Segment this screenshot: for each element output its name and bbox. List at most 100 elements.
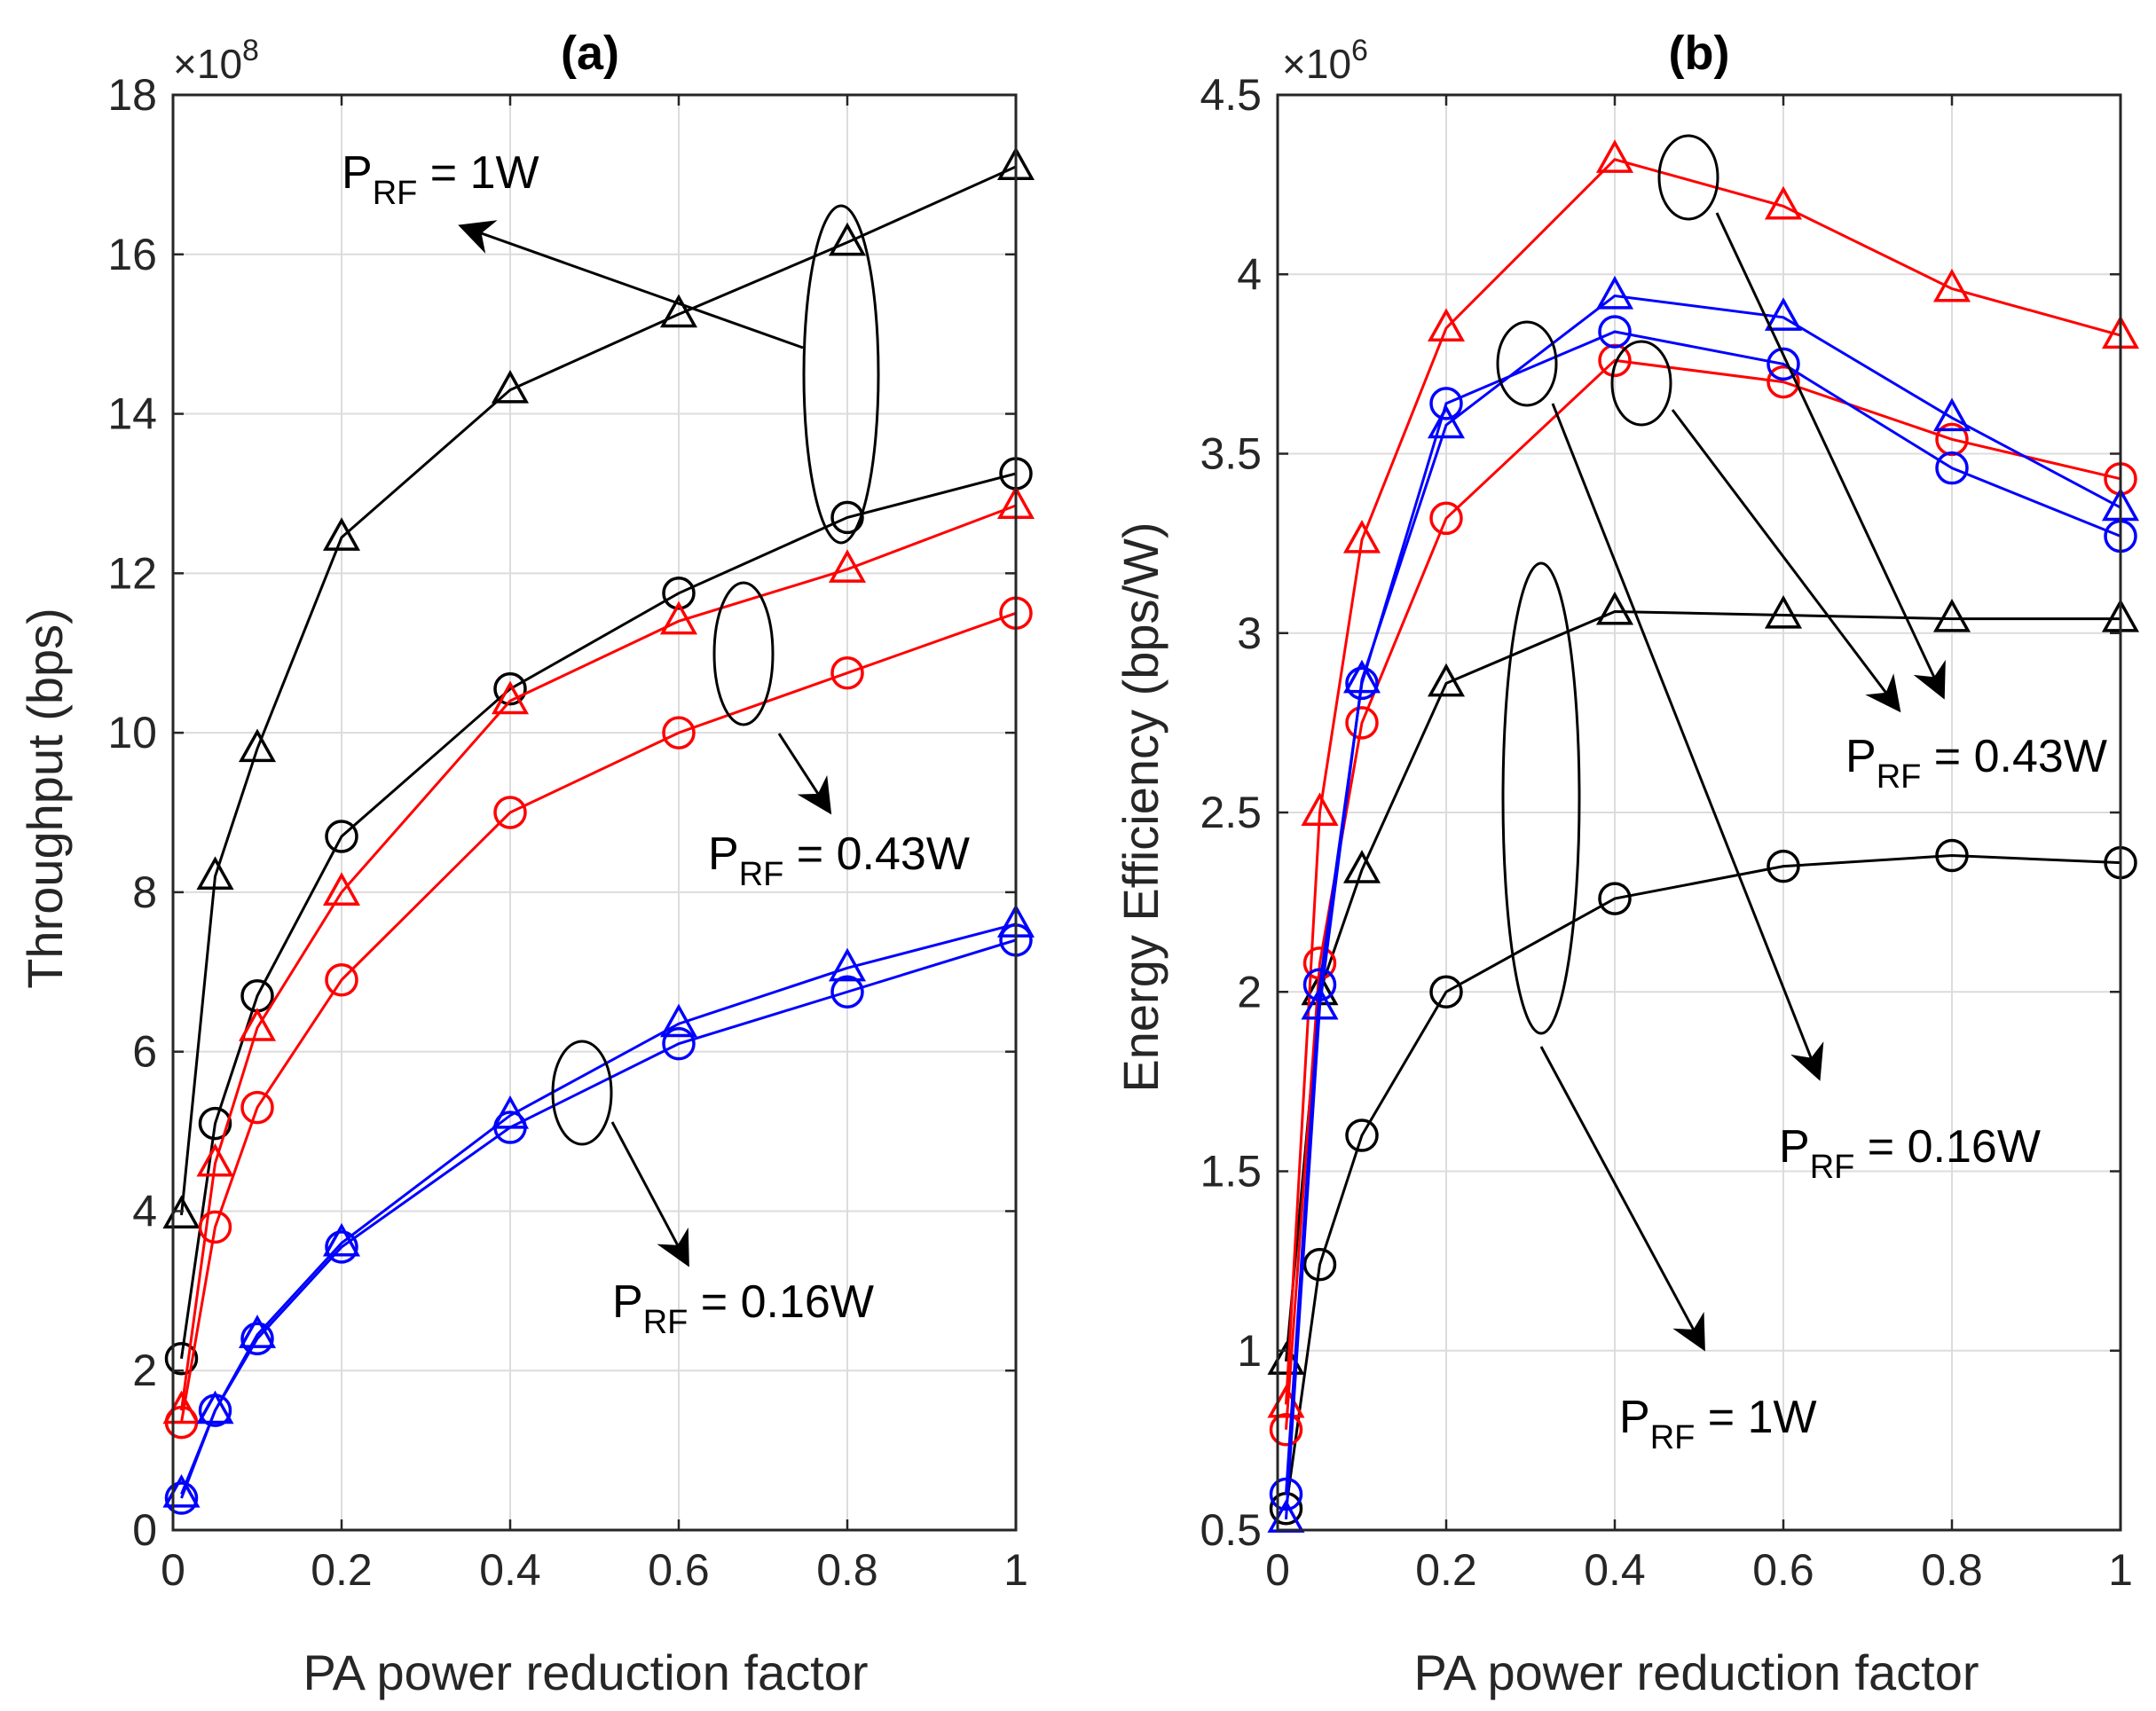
panel-b-triangle-marker: [1301, 985, 1339, 1020]
panel-b-series-line: [1285, 854, 2121, 1509]
panel-b-y-tick-label: 1.5: [1200, 1147, 1262, 1197]
panel-b-x-tick-label: 0.6: [1752, 1545, 1814, 1595]
panel-b-triangle-marker: [1301, 792, 1339, 827]
panel-a-triangle-marker: [196, 1390, 234, 1425]
panel-a-series-line: [180, 165, 1017, 1216]
panel-b-x-tick-label: 1: [2108, 1545, 2133, 1595]
panel-b-ellipse-1w: [1501, 561, 1581, 1035]
panel-b-energy-efficiency-chart: 0 0.2 0.4 0.6 0.8 1 0.5 1 1.5 2 2.5 3 3.5 4 4.5 (b) ×1…: [1113, 27, 2140, 1700]
panel-a-ellipse-1w: [802, 204, 880, 545]
panel-b-y-tick-label: 4.5: [1200, 70, 1262, 120]
panel-b-series-4: [1267, 275, 2140, 1533]
panel-b-series-line: [1285, 294, 2121, 1519]
panel-a-series-line: [180, 922, 1017, 1495]
panel-b-circle-marker: [1269, 1412, 1303, 1447]
panel-a-y-tick-label: 16: [107, 230, 157, 279]
panel-a-series-line: [180, 472, 1017, 1359]
panel-b-triangle-marker: [1427, 308, 1466, 341]
panel-b-triangle-marker: [1932, 268, 1971, 302]
panel-b-circle-marker: [1429, 387, 1463, 420]
panel-b-ticks: 0 0.2 0.4 0.6 0.8 1 0.5 1 1.5 2 2.5 3 3.5 4 4.5: [1200, 70, 2132, 1595]
panel-a-x-axis-label: PA power reduction factor: [303, 1644, 868, 1700]
panel-a-arrow-1w: [458, 220, 804, 349]
panel-b-triangle-marker: [1764, 185, 1803, 220]
panel-a-y-tick-label: 8: [132, 867, 157, 917]
panel-b-triangle-marker: [1595, 139, 1634, 173]
panel-a-y-tick-label: 4: [132, 1186, 157, 1236]
panel-b-y-tick-label: 2: [1237, 967, 1262, 1016]
panel-a-series-0: [162, 146, 1035, 1228]
panel-a-ellipse-043w: [712, 581, 775, 726]
panel-a-circle-marker: [325, 1230, 358, 1264]
panel-a-triangle-marker: [828, 947, 867, 982]
panel-a-circle-marker: [662, 716, 696, 750]
panel-a-y-tick-label: 18: [107, 70, 157, 120]
panel-b-circle-marker: [1935, 451, 1969, 485]
panel-a-triangle-marker: [659, 1003, 698, 1038]
panel-b-ellipse-043w-top: [1657, 134, 1719, 221]
panel-a-x-tick-label: 0.8: [816, 1545, 878, 1595]
panel-b-triangle-marker: [1342, 519, 1381, 553]
panel-a-circle-marker: [493, 1111, 527, 1144]
panel-a-circle-marker: [325, 820, 358, 853]
panel-a-triangle-marker: [659, 600, 698, 635]
panel-a-circle-marker: [198, 1106, 232, 1141]
panel-b-circle-marker: [1429, 975, 1463, 1009]
panel-b-ellipse-043w-mid: [1610, 340, 1672, 427]
panel-b-circle-marker: [1269, 1477, 1303, 1511]
panel-b-circle-marker: [1345, 706, 1379, 740]
panel-b-circle-marker: [1598, 882, 1632, 915]
panel-b-y-axis-label: Energy Efficiency (bps/W): [1113, 522, 1168, 1092]
panel-b-y-tick-label: 1: [1237, 1326, 1262, 1376]
panel-a-triangle-marker: [196, 1142, 234, 1177]
panel-b-triangle-marker: [1764, 297, 1803, 331]
panel-a-series-line: [180, 938, 1017, 1499]
panel-b-triangle-marker: [1595, 275, 1634, 310]
panel-a-label-016w: PRF = 0.16W: [612, 1276, 874, 1341]
panel-b-label-1w: PRF = 1W: [1619, 1392, 1817, 1456]
panel-a-plot-frame: [171, 93, 1018, 1532]
panel-b-arrow-1w: [1539, 1046, 1705, 1352]
panel-a-triangle-marker: [828, 222, 867, 256]
panel-a-triangle-marker: [322, 872, 361, 906]
panel-a-grid: [172, 94, 1017, 1531]
panel-a-x-tick-label: 1: [1003, 1545, 1028, 1595]
panel-b-series-line: [1285, 358, 2121, 1430]
panel-a-y-axis-label: Throughput (bps): [17, 608, 73, 989]
panel-b-circle-marker: [1935, 838, 1969, 873]
panel-a-x-tick-label: 0: [161, 1545, 185, 1595]
panel-b-grid: [1277, 94, 2121, 1531]
panel-a-circle-marker: [662, 577, 696, 610]
panel-b-title: (b): [1669, 27, 1730, 80]
panel-a-series-line: [180, 611, 1017, 1423]
panel-a-y-tick-label: 2: [132, 1346, 157, 1395]
panel-a-circle-marker: [830, 500, 864, 535]
panel-b-circle-marker: [1345, 1118, 1379, 1152]
panel-b-series-line: [1285, 158, 2121, 1405]
panel-a-circle-marker: [198, 1393, 232, 1427]
panel-a-circle-marker: [198, 1210, 232, 1244]
panel-a-circle-marker: [164, 1341, 199, 1376]
panel-b-circle-marker: [1767, 365, 1800, 399]
panel-a-circle-marker: [830, 975, 864, 1009]
panel-a-triangle-marker: [491, 370, 530, 404]
panel-b-x-tick-label: 0: [1265, 1545, 1290, 1595]
panel-b-series-3: [1269, 343, 2137, 1447]
panel-b-ellipse-016w: [1496, 320, 1558, 407]
panel-b-triangle-marker: [1764, 594, 1803, 629]
panel-a-series-3: [164, 596, 1033, 1440]
panel-b-x-tick-label: 0.4: [1584, 1545, 1646, 1595]
panel-a-series-2: [162, 485, 1035, 1425]
panel-a-x-tick-label: 0.6: [648, 1545, 710, 1595]
panel-b-y-exponent: ×106: [1282, 34, 1368, 87]
panel-b-series: [1267, 139, 2140, 1533]
panel-b-y-tick-label: 4: [1237, 249, 1262, 299]
panel-a-circle-marker: [830, 655, 864, 690]
panel-a-circle-marker: [164, 1481, 199, 1515]
panel-a-series-1: [164, 457, 1033, 1376]
panel-a-triangle-marker: [491, 680, 530, 715]
panel-a-label-043w: PRF = 0.43W: [708, 828, 970, 893]
panel-b-x-tick-label: 0.8: [1921, 1545, 1983, 1595]
panel-a-series-5: [164, 923, 1033, 1515]
